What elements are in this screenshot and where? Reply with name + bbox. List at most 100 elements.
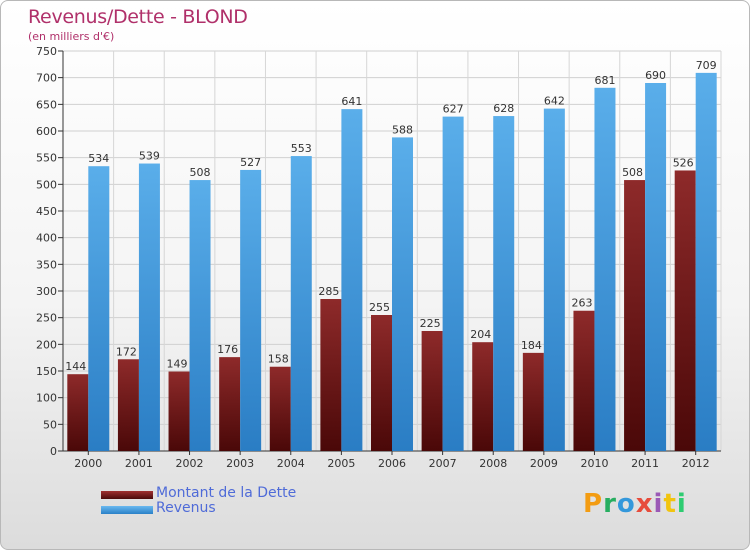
bar-revenus [695, 72, 717, 451]
y-tick-label: 350 [36, 258, 57, 271]
bar-revenus [493, 116, 515, 452]
bar-dette [320, 299, 342, 451]
value-label-revenus: 641 [341, 95, 362, 108]
value-label-dette: 184 [521, 339, 542, 352]
x-tick-label: 2001 [125, 457, 153, 470]
value-label-revenus: 642 [544, 95, 565, 108]
axes: 0 50 100 150 200 250 300 350 400 450 500 550 600 650 7… [36, 45, 721, 470]
y-tick-label: 450 [36, 205, 57, 218]
y-tick-label: 400 [36, 232, 57, 245]
y-tick-label: 600 [36, 125, 57, 138]
bar-dette [117, 359, 139, 451]
bar-revenus [138, 163, 160, 452]
y-tick-label: 200 [36, 338, 57, 351]
x-tick-label: 2006 [378, 457, 406, 470]
value-label-revenus: 539 [139, 150, 160, 163]
legend-swatch-revenus [101, 506, 153, 514]
bar-revenus [645, 83, 667, 451]
value-labels: 144 534 172 539 149 508 176 527 158 553 285 641 255 5… [65, 59, 716, 373]
y-tick-label: 650 [36, 98, 57, 111]
bar-dette [522, 352, 544, 451]
value-label-revenus: 534 [88, 152, 109, 165]
bar-dette [624, 180, 646, 452]
x-tick-label: 2002 [176, 457, 204, 470]
bar-revenus [442, 116, 464, 451]
y-tick-label: 100 [36, 392, 57, 405]
logo-letter: o [616, 489, 636, 519]
y-tick-label: 550 [36, 152, 57, 165]
x-tick-label: 2000 [74, 457, 102, 470]
x-tick-label: 2008 [479, 457, 507, 470]
y-tick-label: 150 [36, 365, 57, 378]
x-tick-label: 2003 [226, 457, 254, 470]
legend-swatch-dette [101, 491, 153, 499]
value-label-dette: 285 [318, 285, 339, 298]
value-label-dette: 508 [622, 166, 643, 179]
bar-dette [269, 366, 291, 451]
value-label-revenus: 709 [696, 59, 717, 72]
bar-dette [421, 331, 443, 451]
y-tick-label: 700 [36, 72, 57, 85]
logo-letter: i [653, 489, 664, 519]
value-label-dette: 263 [571, 297, 592, 310]
bar-revenus [240, 169, 262, 451]
value-label-revenus: 588 [392, 123, 413, 136]
bar-revenus [88, 166, 110, 451]
logo-letter: r [603, 489, 617, 519]
x-tick-label: 2009 [530, 457, 558, 470]
logo-letter: i [676, 489, 687, 519]
value-label-dette: 255 [369, 301, 390, 314]
x-tick-label: 2011 [631, 457, 659, 470]
value-label-revenus: 508 [190, 166, 211, 179]
chart-title: Revenus/Dette - BLOND [28, 6, 248, 28]
legend-label-dette: Montant de la Dette [156, 485, 297, 501]
value-label-revenus: 553 [291, 142, 312, 155]
legend-label-revenus: Revenus [156, 500, 216, 516]
proxiti-logo: Proxiti [583, 489, 687, 519]
bar-dette [219, 357, 241, 451]
y-tick-label: 750 [36, 45, 57, 58]
y-tick-label: 500 [36, 178, 57, 191]
bar-dette [674, 170, 696, 451]
value-label-revenus: 681 [594, 74, 615, 87]
y-tick-label: 0 [50, 445, 57, 458]
logo-letter: t [663, 489, 677, 519]
value-label-dette: 158 [268, 353, 289, 366]
value-label-dette: 176 [217, 343, 238, 356]
bars [67, 72, 717, 452]
bar-dette [67, 374, 89, 451]
x-tick-label: 2004 [277, 457, 305, 470]
bar-dette [472, 342, 494, 451]
x-tick-label: 2007 [429, 457, 457, 470]
value-label-dette: 225 [420, 317, 441, 330]
chart-subtitle: (en milliers d'€) [28, 30, 115, 43]
x-tick-label: 2010 [580, 457, 608, 470]
y-tick-label: 50 [43, 418, 57, 431]
bar-revenus [189, 180, 211, 452]
value-label-dette: 204 [470, 328, 491, 341]
value-label-revenus: 690 [645, 69, 666, 82]
value-label-revenus: 627 [443, 103, 464, 116]
value-label-dette: 526 [673, 156, 694, 169]
value-label-revenus: 628 [493, 102, 514, 115]
value-label-dette: 149 [167, 358, 188, 371]
bar-revenus [392, 137, 413, 451]
bar-dette [371, 315, 392, 451]
x-tick-label: 2005 [327, 457, 355, 470]
bar-dette [573, 310, 595, 451]
y-tick-label: 300 [36, 285, 57, 298]
y-tick-label: 250 [36, 312, 57, 325]
bar-revenus [290, 156, 312, 452]
bar-revenus [341, 109, 363, 451]
x-tick-label: 2012 [682, 457, 710, 470]
bar-revenus [594, 87, 616, 452]
bar-dette [168, 371, 190, 451]
value-label-revenus: 527 [240, 156, 261, 169]
value-label-dette: 172 [116, 345, 137, 358]
bar-revenus [543, 108, 565, 451]
value-label-dette: 144 [65, 360, 86, 373]
logo-letter: x [635, 489, 654, 519]
logo-letter: P [583, 489, 604, 519]
